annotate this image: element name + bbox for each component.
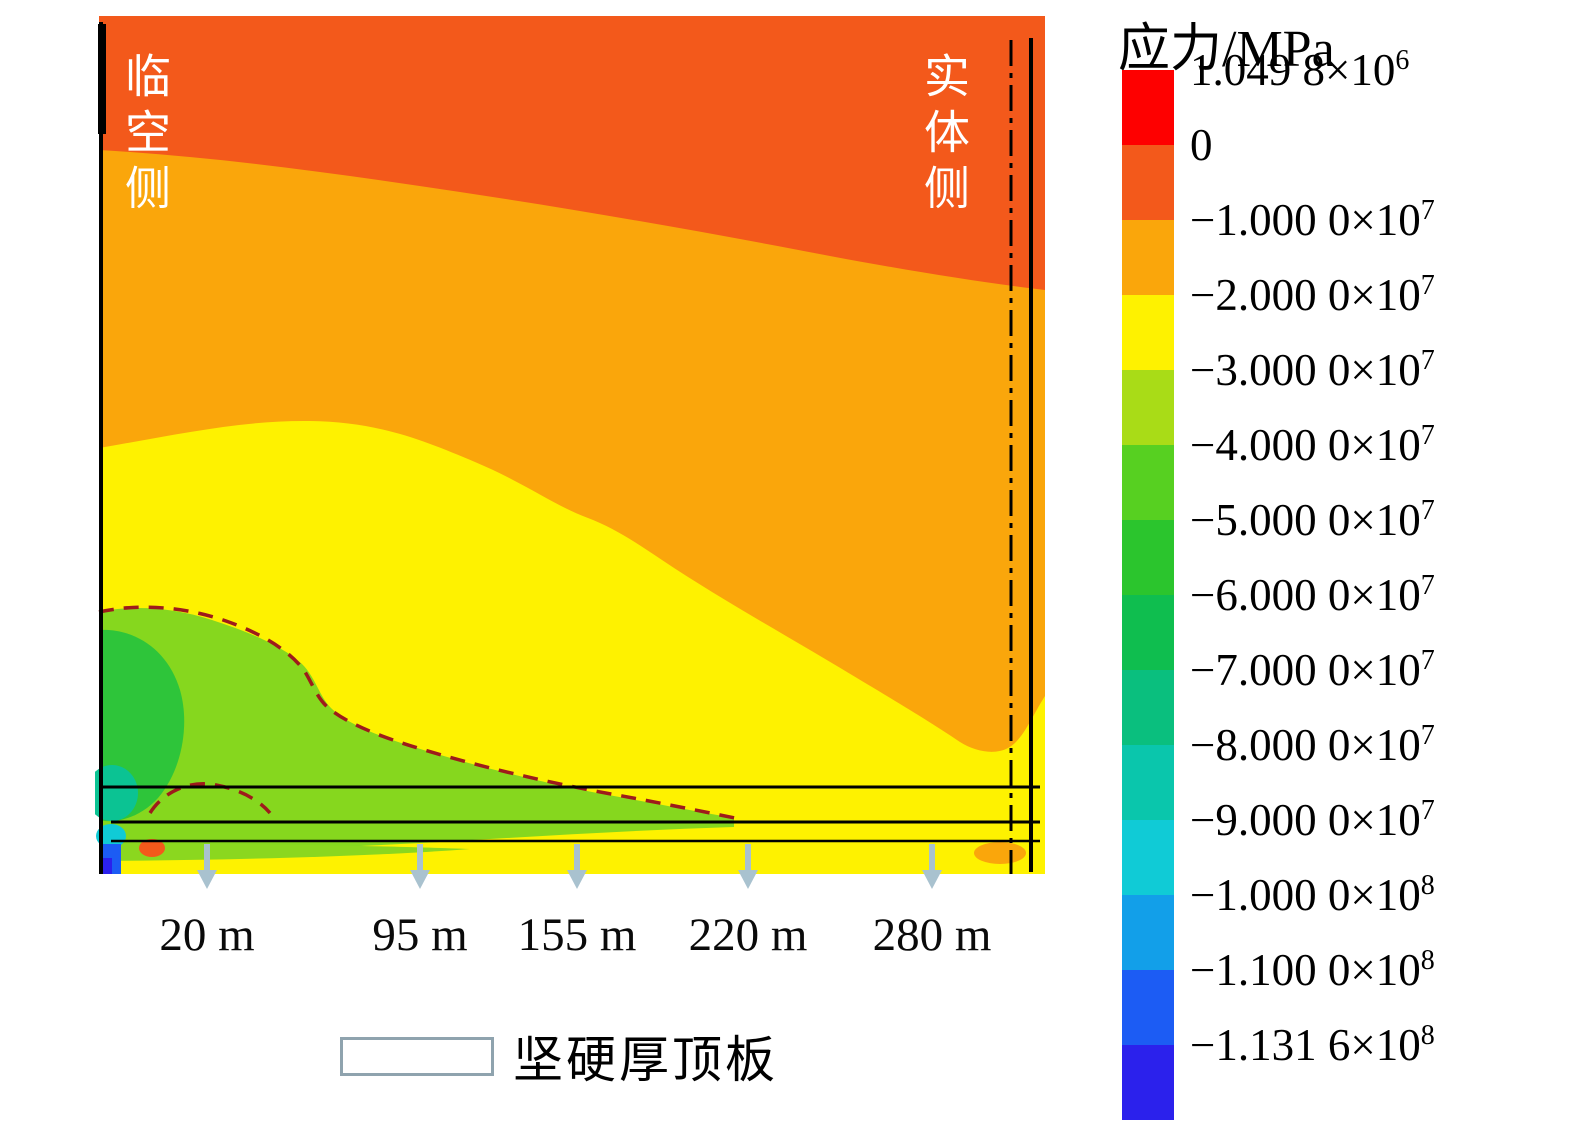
colorbar-tick: −7.000 0×107: [1190, 645, 1435, 695]
colorbar-tick: −1.000 0×108: [1190, 870, 1435, 920]
colorbar-tick: −9.000 0×107: [1190, 795, 1435, 845]
stress-colorbar: [1122, 70, 1174, 1120]
colorbar-tick: −1.000 0×107: [1190, 195, 1435, 245]
colorbar-tick: −3.000 0×107: [1190, 345, 1435, 395]
colorbar-segment: [1122, 595, 1174, 670]
left-side-label: 临空侧: [119, 52, 170, 220]
colorbar-segment: [1122, 445, 1174, 520]
roof-slab-label: 坚硬厚顶板: [513, 1032, 778, 1088]
colorbar-tick: −2.000 0×107: [1190, 270, 1435, 320]
distance-arrow: [197, 844, 217, 889]
colorbar-tick: 0: [1190, 120, 1213, 170]
distance-label: 220 m: [688, 909, 808, 961]
right-side-label: 实体侧: [918, 52, 969, 220]
distance-arrows: [197, 844, 942, 889]
distance-arrow: [410, 844, 430, 889]
distance-arrow: [567, 844, 587, 889]
colorbar-segment: [1122, 295, 1174, 370]
colorbar-tick: 1.049 8×106: [1190, 45, 1410, 95]
distance-labels: 20 m 95 m 155 m 220 m 280 m: [0, 908, 1080, 978]
colorbar-tick: −1.131 6×108: [1190, 1020, 1435, 1070]
colorbar-segment: [1122, 670, 1174, 745]
distance-label: 280 m: [872, 909, 992, 961]
distance-arrow: [738, 844, 758, 889]
contour-plot-canvas: [95, 16, 1045, 889]
colorbar-segment: [1122, 820, 1174, 895]
colorbar-tick: −5.000 0×107: [1190, 495, 1435, 545]
colorbar-tick: −1.100 0×108: [1190, 945, 1435, 995]
distance-arrow: [922, 844, 942, 889]
model-border-lines: [98, 22, 1033, 874]
colorbar-tick: −6.000 0×107: [1190, 570, 1435, 620]
colorbar-segment: [1122, 370, 1174, 445]
colorbar-tick: −8.000 0×107: [1190, 720, 1435, 770]
goaf-contour-dashed-line: [98, 605, 736, 820]
colorbar-segment: [1122, 220, 1174, 295]
colorbar-segment: [1122, 145, 1174, 220]
colorbar-segment: [1122, 70, 1174, 145]
colorbar-segment: [1122, 1045, 1174, 1120]
distance-label: 155 m: [517, 909, 637, 961]
colorbar-title: 应力/MPa: [1118, 21, 1335, 78]
colorbar-tick: −4.000 0×107: [1190, 420, 1435, 470]
distance-label: 95 m: [372, 909, 468, 961]
colorbar-segment: [1122, 745, 1174, 820]
roof-slab-symbol: [340, 1037, 494, 1076]
distance-label: 20 m: [159, 909, 255, 961]
colorbar-segment: [1122, 895, 1174, 970]
roof-slab-lines: [99, 785, 1040, 843]
colorbar-segment: [1122, 520, 1174, 595]
colorbar-segment: [1122, 970, 1174, 1045]
contour-field: [95, 16, 1045, 874]
